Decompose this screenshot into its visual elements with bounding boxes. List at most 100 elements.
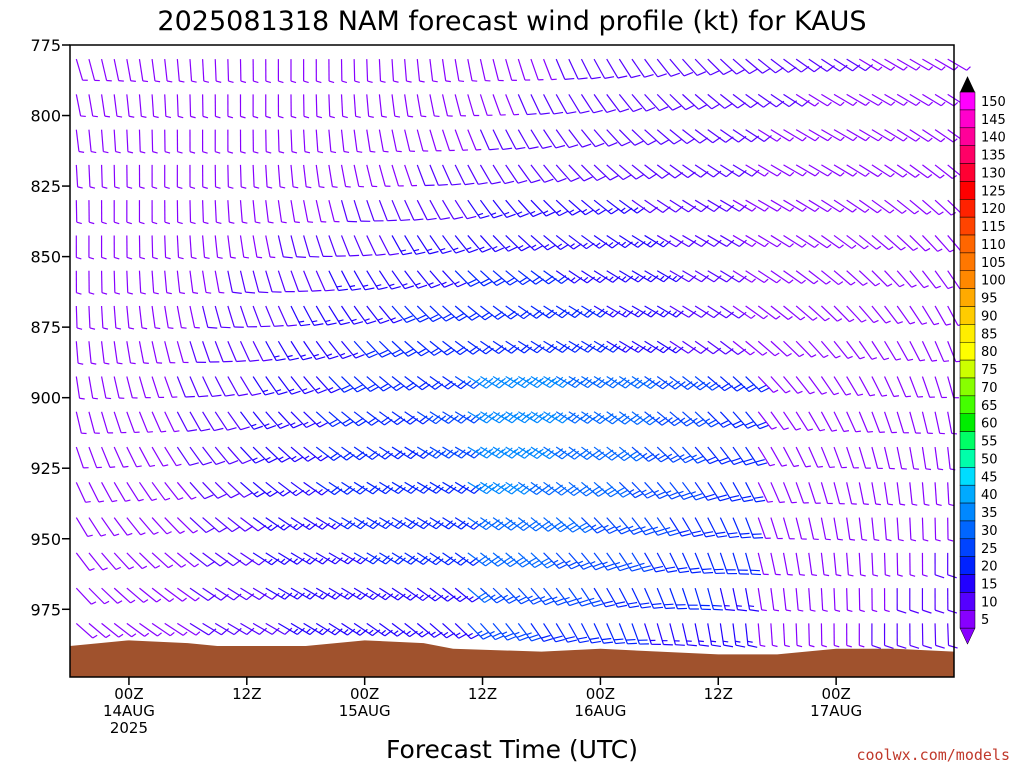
- wind-barb: [618, 481, 644, 499]
- wind-barb: [682, 411, 708, 427]
- wind-barb: [138, 341, 149, 364]
- wind-barb: [303, 200, 314, 223]
- wind-barb: [644, 305, 672, 318]
- wind-barb: [833, 482, 845, 505]
- wind-barb: [821, 199, 845, 213]
- wind-barb: [239, 270, 256, 294]
- wind-barb: [719, 587, 735, 611]
- wind-barb: [858, 340, 878, 360]
- wind-barb: [581, 517, 606, 534]
- wind-barb: [341, 552, 369, 565]
- colorbar-swatch: [959, 377, 976, 397]
- wind-barb: [858, 552, 866, 577]
- wind-barb: [846, 199, 870, 213]
- wind-barb: [682, 270, 710, 283]
- wind-barb: [593, 411, 621, 425]
- wind-barb: [328, 305, 350, 326]
- wind-barb: [543, 58, 557, 81]
- wind-barb: [429, 94, 440, 118]
- wind-barb: [820, 588, 828, 612]
- wind-barb: [593, 164, 619, 181]
- wind-barb: [353, 129, 363, 153]
- wind-barb: [555, 164, 580, 182]
- wind-barb: [808, 164, 833, 177]
- wind-barb: [177, 622, 201, 636]
- wind-barb: [88, 164, 96, 189]
- wind-barb: [934, 446, 944, 471]
- wind-barb: [176, 587, 200, 602]
- wind-barb: [858, 164, 883, 178]
- wind-barb: [139, 587, 162, 603]
- wind-barb: [164, 587, 187, 602]
- wind-barb: [290, 235, 307, 258]
- wind-barb: [555, 411, 583, 424]
- wind-barb: [278, 622, 305, 635]
- wind-barb: [126, 376, 138, 399]
- wind-barb: [896, 164, 920, 178]
- wind-barb: [518, 375, 545, 389]
- wind-barb: [947, 517, 954, 542]
- colorbar-swatch: [959, 181, 976, 200]
- wind-barb: [732, 305, 756, 319]
- wind-barb: [353, 59, 360, 84]
- wind-barb: [644, 93, 669, 112]
- wind-barb: [846, 58, 874, 72]
- wind-barb: [808, 446, 823, 468]
- wind-barb: [896, 93, 921, 106]
- wind-barb: [366, 481, 394, 495]
- wind-barb: [189, 411, 211, 432]
- wind-barb: [353, 199, 371, 222]
- wind-barb: [543, 94, 564, 115]
- wind-barb: [808, 93, 832, 107]
- wind-barb: [416, 340, 443, 356]
- wind-barb: [227, 481, 253, 498]
- wind-barb: [252, 235, 263, 259]
- wind-barb: [858, 446, 871, 469]
- wind-barb: [846, 93, 870, 106]
- wind-barb: [189, 164, 196, 189]
- wind-barb: [896, 58, 921, 71]
- wind-barb: [644, 623, 661, 645]
- wind-barb: [934, 376, 947, 399]
- wind-barb: [404, 552, 432, 565]
- wind-barb: [214, 481, 240, 499]
- wind-barb: [681, 587, 699, 610]
- colorbar-swatch: [959, 145, 976, 164]
- wind-barb: [795, 270, 819, 285]
- wind-barb: [568, 94, 590, 114]
- wind-barb: [580, 58, 601, 80]
- wind-barb: [871, 588, 878, 613]
- wind-barb: [909, 270, 929, 289]
- wind-barb: [138, 376, 151, 399]
- wind-barb: [442, 481, 470, 494]
- wind-barb: [227, 341, 246, 363]
- wind-barb: [846, 270, 868, 286]
- wind-barb: [631, 270, 659, 283]
- wind-barb: [732, 517, 752, 539]
- wind-barb: [884, 305, 903, 325]
- wind-barb: [732, 270, 757, 283]
- colorbar-label: 65: [981, 399, 998, 414]
- wind-barb: [101, 622, 124, 638]
- wind-barb: [467, 481, 495, 495]
- x-tick-label: 12Z: [232, 685, 261, 703]
- wind-barb: [265, 164, 273, 189]
- wind-barb: [681, 517, 704, 538]
- wind-barb: [871, 552, 879, 577]
- wind-barb: [707, 446, 731, 465]
- wind-barb: [745, 199, 769, 212]
- wind-barb: [846, 588, 853, 613]
- wind-barb: [214, 59, 222, 83]
- wind-barb: [580, 587, 603, 608]
- wind-barb: [189, 305, 200, 329]
- wind-barb: [517, 199, 542, 218]
- wind-barb: [138, 446, 156, 468]
- wind-barb: [151, 94, 159, 119]
- wind-barb: [189, 235, 197, 260]
- wind-barb: [934, 305, 952, 326]
- wind-barb: [88, 270, 95, 295]
- wind-barb: [518, 411, 545, 424]
- wind-barb: [782, 482, 797, 504]
- wind-barb: [378, 340, 404, 358]
